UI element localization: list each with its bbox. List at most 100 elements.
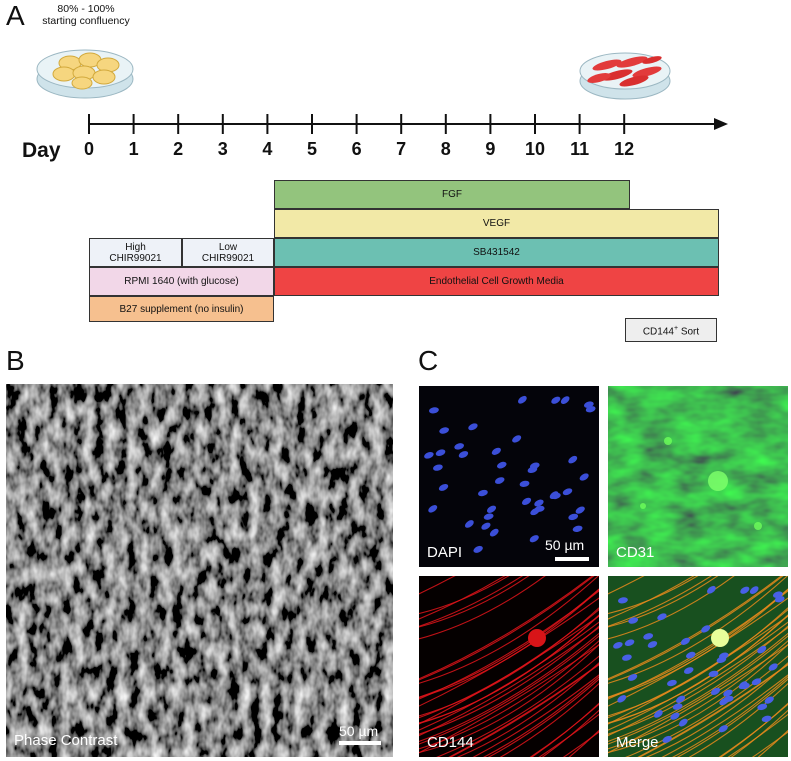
endothelial-dish-illustration bbox=[579, 52, 671, 100]
junction-line bbox=[449, 663, 599, 757]
timeline-tick-label: 6 bbox=[351, 139, 362, 159]
merge-nucleus bbox=[718, 652, 729, 660]
nucleus bbox=[439, 427, 450, 434]
nucleus bbox=[529, 462, 540, 470]
junction-line bbox=[530, 702, 599, 757]
nucleus bbox=[575, 506, 585, 514]
timeline-tick-label: 12 bbox=[614, 139, 635, 159]
confluency-line-2: starting confluency bbox=[42, 15, 130, 27]
panel-label-b: B bbox=[6, 345, 25, 376]
junction-line bbox=[419, 614, 599, 725]
merge-nucleus bbox=[707, 585, 716, 594]
b27-label: B27 supplement (no insulin) bbox=[119, 303, 244, 315]
nucleus bbox=[534, 505, 545, 512]
merge-nucleus bbox=[624, 639, 635, 647]
merge-overlay bbox=[608, 576, 788, 757]
fgf-bar: FGF bbox=[274, 180, 630, 209]
phase-contrast-image: Phase Contrast 50 µm bbox=[6, 384, 393, 757]
junction-line bbox=[419, 608, 599, 719]
junction-line bbox=[419, 588, 599, 698]
nucleus bbox=[549, 491, 559, 499]
cd144-image: CD144 bbox=[419, 576, 599, 757]
cd144-junctions bbox=[419, 576, 599, 757]
junction-line bbox=[608, 626, 788, 737]
starting-dish-illustration bbox=[36, 49, 134, 99]
merge-nucleus bbox=[718, 725, 728, 733]
junction-line bbox=[608, 576, 783, 680]
merge-nucleus bbox=[613, 642, 623, 649]
nucleus bbox=[529, 535, 539, 543]
nucleus bbox=[562, 488, 573, 496]
timeline-tick-label: 7 bbox=[396, 139, 407, 159]
junction-line bbox=[608, 640, 788, 750]
timeline-tick-label: 1 bbox=[128, 139, 139, 159]
merge-nucleus bbox=[647, 641, 658, 648]
junction-line bbox=[719, 702, 788, 757]
nucleus bbox=[481, 522, 491, 530]
junction-line bbox=[419, 576, 595, 681]
low-chir-line-1: Low bbox=[218, 241, 238, 253]
merge-nucleus bbox=[670, 712, 680, 720]
nucleus bbox=[458, 451, 469, 458]
junction-line bbox=[727, 713, 788, 757]
junction-line bbox=[608, 576, 645, 595]
junction-line bbox=[661, 674, 788, 757]
merge-nucleus bbox=[723, 695, 734, 702]
sb431542-bar: SB431542 bbox=[274, 238, 719, 267]
timeline-axis-label: Day bbox=[22, 139, 61, 162]
dapi-image: DAPI 50 µm bbox=[419, 386, 599, 567]
dapi-label: DAPI bbox=[427, 544, 463, 561]
nucleus bbox=[435, 449, 446, 457]
merge-nucleus bbox=[680, 637, 690, 645]
junction-line bbox=[676, 678, 788, 757]
nucleus bbox=[572, 525, 583, 532]
nucleus bbox=[454, 443, 465, 450]
junction-line bbox=[638, 663, 788, 757]
fluor-scale-bar bbox=[555, 557, 589, 561]
merge-nucleus bbox=[678, 718, 688, 727]
timeline-tick-label: 5 bbox=[306, 139, 317, 159]
nucleus bbox=[568, 455, 578, 464]
confluency-note: 80% - 100% starting confluency bbox=[26, 3, 146, 27]
high-chir-line-2: CHIR99021 bbox=[109, 252, 162, 264]
merge-nucleus bbox=[662, 735, 672, 743]
junction-line bbox=[419, 576, 506, 620]
low-chir-line-2: CHIR99021 bbox=[201, 252, 255, 264]
nucleus bbox=[478, 489, 488, 497]
timeline-tick-label: 8 bbox=[440, 139, 451, 159]
merge-nucleus bbox=[757, 645, 767, 654]
phase-scale-bar bbox=[339, 741, 381, 745]
timeline-tick-label: 9 bbox=[485, 139, 496, 159]
cd144-cluster bbox=[528, 629, 546, 647]
merge-nucleus bbox=[617, 597, 628, 604]
nucleus bbox=[534, 499, 544, 507]
nucleus bbox=[497, 461, 507, 469]
junction-line bbox=[751, 731, 788, 757]
junction-line bbox=[608, 621, 788, 731]
merge-nucleus bbox=[617, 695, 627, 703]
merge-nucleus bbox=[643, 633, 654, 640]
merge-nucleus bbox=[749, 586, 759, 594]
merge-nucleus bbox=[667, 679, 677, 687]
timeline-tick-label: 2 bbox=[173, 139, 184, 159]
junction-line bbox=[672, 676, 788, 757]
junction-line bbox=[419, 640, 599, 750]
nucleus bbox=[512, 435, 522, 443]
junction-line bbox=[499, 682, 599, 757]
timeline-tick-label: 4 bbox=[262, 139, 273, 159]
junction-line bbox=[419, 626, 599, 737]
junction-line bbox=[419, 576, 530, 628]
merge-nucleus bbox=[723, 689, 733, 697]
merge-nucleus bbox=[701, 625, 711, 633]
junction-line bbox=[568, 729, 599, 757]
nucleus bbox=[491, 447, 501, 455]
nucleus bbox=[579, 473, 589, 481]
nucleus bbox=[487, 505, 497, 513]
merge-image: Merge bbox=[608, 576, 788, 757]
merge-nucleus bbox=[627, 673, 638, 681]
merge-nucleus bbox=[751, 678, 762, 686]
junction-line bbox=[645, 662, 788, 757]
junction-line bbox=[608, 576, 735, 640]
fgf-label: FGF bbox=[442, 189, 462, 200]
phase-contrast-texture bbox=[6, 384, 393, 757]
